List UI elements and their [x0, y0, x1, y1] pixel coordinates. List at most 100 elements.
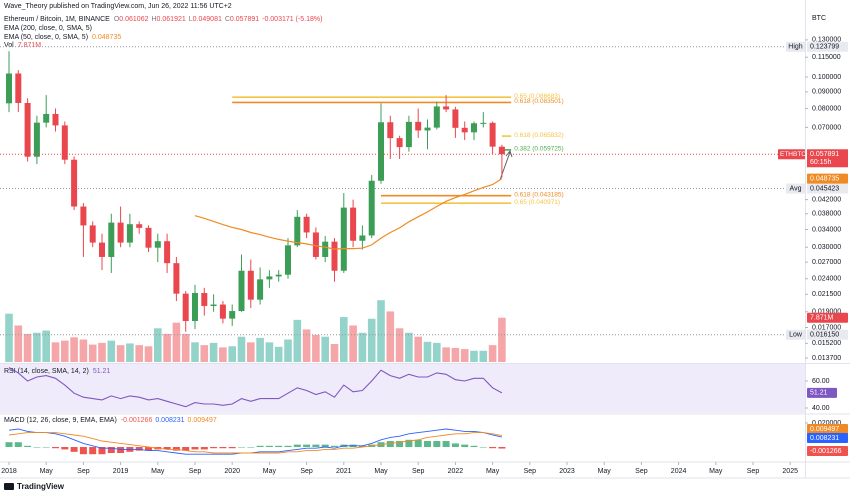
x-tick-label: 2025: [782, 468, 798, 475]
macd-title: MACD (12, 26, close, 9, EMA, EMA): [4, 417, 117, 424]
volume-bar: [460, 349, 469, 362]
hist-last-value: -0.001266: [810, 448, 842, 455]
macd-histogram-bar: [442, 441, 450, 448]
ohlc-value: 0.061062: [119, 16, 148, 23]
fib-label: 0.618 (0.083501): [514, 98, 564, 105]
price-level-name-box: [786, 329, 805, 340]
candle-body: [350, 207, 357, 241]
volume-last-value-box: [807, 312, 848, 323]
macd-histogram-bar: [433, 441, 441, 448]
volume-bar: [414, 336, 422, 362]
ohlc-label: H: [151, 16, 156, 23]
candle-body: [15, 73, 22, 103]
volume-bar: [23, 333, 32, 362]
candle-body: [80, 206, 87, 226]
volume-bar: [284, 339, 292, 362]
volume-bar: [144, 346, 153, 362]
macd-histogram-bar: [145, 447, 152, 451]
y-tick-label: 0.024000: [812, 276, 841, 283]
volume-bar: [228, 346, 236, 362]
candle-body: [443, 106, 450, 110]
volume-bar: [265, 342, 274, 362]
volume-bar: [181, 333, 190, 362]
y-tick-label: 0.038000: [812, 211, 841, 218]
macd-histogram-bar: [219, 447, 227, 449]
y-tick-label: 0.034000: [812, 226, 841, 233]
x-tick-label: 2022: [448, 468, 464, 475]
candle-body: [99, 242, 105, 257]
volume-bar: [386, 311, 395, 362]
candle-body: [219, 304, 226, 319]
candle-body: [257, 279, 264, 300]
volume-bar: [423, 341, 432, 362]
macd-histogram-bar: [52, 447, 59, 449]
candle-body: [331, 241, 338, 271]
x-tick-label: Sep: [635, 468, 648, 475]
volume-bar: [42, 330, 50, 362]
brand-name: TradingView: [17, 482, 65, 491]
volume-bar: [349, 325, 357, 362]
volume-bar: [256, 337, 264, 362]
candle-body: [136, 224, 143, 228]
macd-histogram-bar: [284, 445, 292, 448]
price-level-value: 0.123799: [810, 44, 839, 51]
volume-bar: [33, 332, 41, 362]
macd-histogram-bar: [61, 447, 69, 450]
macd-histogram-bar: [293, 444, 301, 448]
x-tick-label: May: [709, 468, 723, 475]
candle-body: [108, 222, 115, 257]
volume-bar: [377, 300, 385, 362]
volume-bar: [116, 345, 125, 362]
x-tick-label: Sep: [412, 468, 425, 475]
symbol-label: ETHBTC: [780, 151, 806, 158]
volume-bar: [61, 340, 69, 362]
signal-last-value: 0.009497: [810, 426, 839, 433]
macd-histogram-bar: [117, 447, 125, 454]
ema-last-value-box: [807, 173, 848, 184]
x-tick-label: Sep: [747, 468, 760, 475]
x-tick-label: 2020: [224, 468, 240, 475]
price-level-box: [807, 41, 848, 52]
macd-value: 0.008231: [155, 417, 184, 424]
ohlc-value: 0.057891: [230, 16, 259, 23]
volume-bar: [126, 343, 134, 362]
volume-bar: [200, 345, 209, 362]
macd-histogram-bar: [228, 447, 236, 449]
macd-histogram-bar: [70, 447, 78, 452]
macd-histogram-bar: [331, 445, 338, 448]
price-level-box: [807, 329, 848, 340]
candle-body: [154, 241, 161, 248]
ohlc-label: C: [225, 16, 230, 23]
macd-signal-value: 0.009497: [188, 417, 217, 424]
macd-histogram-bar: [5, 442, 13, 448]
macd-tick-label: 0.020000: [812, 420, 841, 427]
x-tick-label: Sep: [300, 468, 313, 475]
x-tick-label: 2018: [1, 468, 17, 475]
ema50-name: EMA (50, close, 0, SMA, 5): [4, 34, 88, 41]
rsi-last-value: 51.21: [810, 390, 828, 397]
price-level-name: High: [788, 44, 803, 51]
rsi-line: [8, 367, 503, 408]
rsi-legend: RSI (14, close, SMA, 14, 2) 51.21: [4, 368, 110, 375]
y-tick-label: 0.017000: [812, 324, 841, 331]
candle-body: [461, 127, 468, 133]
volume-bar: [321, 336, 329, 362]
ema50-legend: EMA (50, close, 0, SMA, 5) 0.048735: [4, 34, 121, 41]
volume-name: Vol: [4, 42, 14, 49]
x-tick-label: May: [151, 468, 165, 475]
macd-histogram-bar: [98, 447, 106, 455]
candle-body: [229, 311, 236, 319]
candle-body: [210, 304, 217, 306]
volume-bar: [442, 347, 450, 362]
countdown: 60:15h: [810, 159, 832, 166]
current-price-box: [807, 149, 848, 168]
macd-histogram-bar: [498, 447, 506, 449]
x-tick-label: May: [374, 468, 388, 475]
candle-body: [303, 216, 310, 233]
candle-body: [89, 225, 96, 243]
macd-histogram-bar: [210, 447, 218, 449]
rsi-last-value-box: [807, 387, 837, 398]
currency: BTC: [812, 15, 826, 22]
macd-histogram-bar: [386, 441, 394, 448]
candle-body: [340, 207, 347, 271]
